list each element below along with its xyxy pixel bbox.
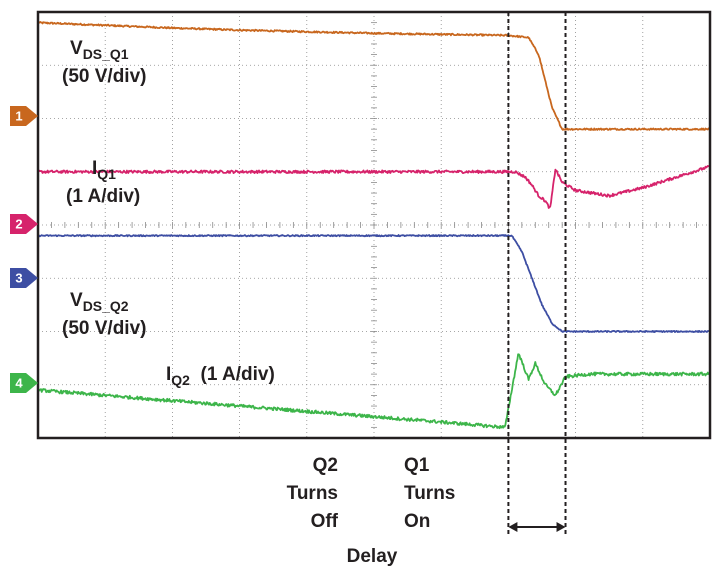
label-vds-q2-scale: (50 V/div) [62,318,147,339]
annotation-q1-turns-on: Q1 Turns On [404,455,456,532]
label-vds-q1-scale: (50 V/div) [62,66,147,87]
label-iq1: IQ1 [92,158,116,182]
annotation-q2-turns-off: Q2 Turns Off [286,455,338,532]
label-vds-q1: VDS_Q1 [70,38,129,62]
label-vds-q2: VDS_Q2 [70,290,129,314]
channel-marker-4: 4 [10,373,38,393]
cursor-markers [507,12,567,536]
trace-ch3 [37,234,711,334]
trace-ch4 [37,353,711,430]
delay-arrow-head-right [556,522,566,532]
channel-marker-label: 2 [15,217,22,232]
label-iq1-scale: (1 A/div) [66,186,141,207]
trace-ch1 [37,20,711,131]
channel-markers: 1 2 3 4 [10,106,38,393]
plot-frame [36,10,712,440]
delay-arrow [508,522,566,532]
channel-marker-1: 1 [10,106,38,126]
trace-ch2 [37,164,711,209]
channel-marker-2: 2 [10,214,38,234]
delay-arrow-head-left [508,522,518,532]
channel-marker-3: 3 [10,268,38,288]
channel-marker-label: 4 [15,376,23,391]
channel-marker-label: 3 [15,271,22,286]
traces [37,20,711,430]
annotation-delay: Delay [346,546,398,567]
label-iq2: IQ2 (1 A/div) [166,364,275,388]
channel-marker-label: 1 [15,109,22,124]
